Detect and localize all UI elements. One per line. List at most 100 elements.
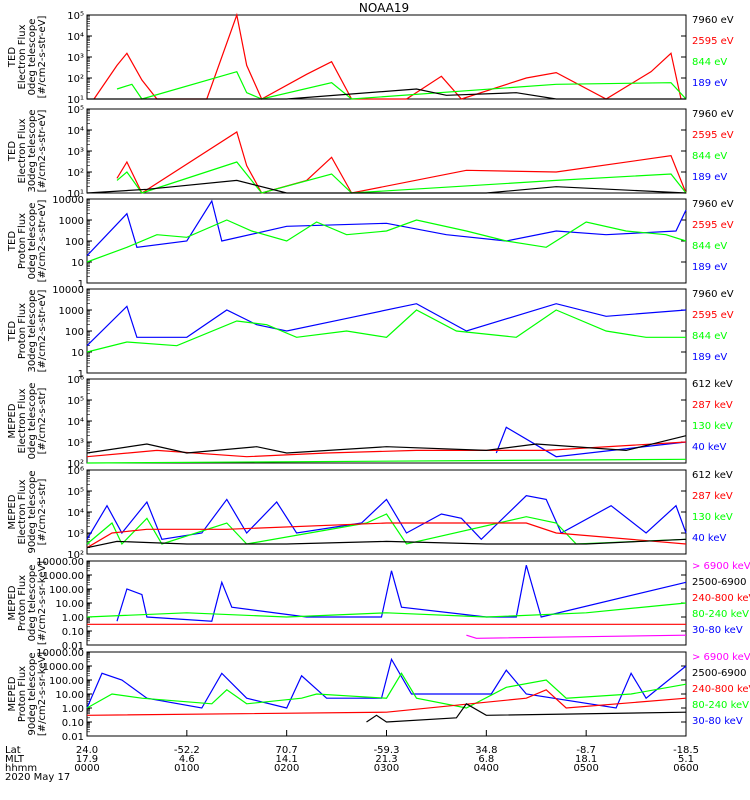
x-tick-label: -18.5	[673, 745, 699, 756]
y-axis-label-line: TED	[7, 321, 18, 342]
y-axis-label-line: Electron Flux	[17, 24, 28, 89]
x-tick-label: 0000	[74, 763, 99, 774]
y-tick-label: 1000.00	[43, 662, 84, 673]
legend-entry: 189 eV	[692, 352, 727, 363]
y-axis-label: MEPEDElectron Flux0deg telescope[#/cm2-s…	[7, 383, 48, 460]
y-axis-label-line: [#/cm2-s-str-eV]	[37, 290, 48, 373]
y-tick-label: 10³	[67, 147, 84, 158]
legend-entry: 189 eV	[692, 78, 727, 89]
y-tick-label: 10²	[67, 459, 84, 470]
y-tick-label: 10⁶	[67, 466, 84, 477]
y-axis-label-line: [#/cm2-s-str-eV]	[37, 16, 48, 99]
y-tick-label: 1000	[59, 306, 84, 317]
chart-panel-7: 0.010.101.0010.00100.001000.0010000.00ME…	[7, 557, 750, 652]
legend-entry: 189 eV	[692, 172, 727, 183]
y-axis-label: TEDProton Flux30deg telescope[#/cm2-s-st…	[7, 289, 48, 372]
legend-entry: 130 keV	[692, 512, 733, 523]
y-axis-label-line: 0deg telescope	[27, 565, 38, 642]
y-tick-label: 10⁵	[67, 105, 84, 116]
chart-panel-6: 10² 10³ 10⁴ 10⁵ 10⁶ MEPEDElectron Flux90deg t…	[7, 466, 733, 561]
legend-entry: 287 keV	[692, 400, 733, 411]
y-tick-label: 1	[78, 369, 84, 380]
y-axis-label-line: MEPED	[7, 676, 18, 711]
y-axis-label-line: 0deg telescope	[27, 383, 38, 460]
y-axis-label-line: 90deg telescope	[27, 470, 38, 553]
legend-entry: 844 eV	[692, 151, 727, 162]
y-tick-label: 10⁴	[67, 126, 84, 137]
date-label: 2020 May 17	[5, 772, 70, 783]
y-tick-label: 10000	[52, 195, 84, 206]
legend-entry: 130 keV	[692, 421, 733, 432]
y-axis-label-line: [#/cm2-s-sr-keV]	[37, 561, 48, 645]
chart-title: NOAA19	[359, 1, 409, 15]
y-axis-label-line: Electron Flux	[17, 388, 28, 453]
y-axis-label-line: [#/cm2-s-sr-keV]	[37, 652, 48, 736]
y-tick-label: 10000	[52, 285, 84, 296]
y-tick-label: 10	[71, 258, 84, 269]
y-tick-label: 1.00	[62, 613, 84, 624]
series-line-blue	[86, 199, 687, 257]
legend-entry: 612 keV	[692, 470, 733, 481]
y-tick-label: 1000	[59, 216, 84, 227]
series-line-red	[86, 689, 687, 716]
chart-panel-4: 1 10 100 1000 10000 TEDProton Flux30deg teles…	[7, 285, 734, 380]
legend-entry: 80-240 keV	[692, 609, 749, 620]
y-tick-label: 10⁵	[67, 487, 84, 498]
x-tick-label: 70.7	[276, 745, 298, 756]
series-line-green	[86, 672, 687, 709]
y-axis-label-line: MEPED	[7, 494, 18, 529]
y-tick-label: 100	[65, 237, 84, 248]
y-axis-label: MEPEDElectron Flux90deg telescope[#/cm2-…	[7, 470, 48, 553]
y-tick-label: 10⁴	[67, 417, 84, 428]
series-line-green	[86, 513, 687, 546]
y-tick-label: 10²	[67, 74, 84, 85]
series-line-blue	[116, 565, 687, 622]
y-tick-label: 10⁵	[67, 396, 84, 407]
y-tick-label: 10000.00	[36, 557, 84, 568]
y-tick-label: 0.10	[62, 627, 84, 638]
legend-entry: 30-80 keV	[692, 625, 743, 636]
y-axis-label-line: [#/cm2-s-str-eV]	[37, 200, 48, 283]
y-axis-label-line: Electron Flux	[17, 118, 28, 183]
y-tick-label: 10¹	[67, 189, 84, 200]
y-tick-label: 10⁵	[67, 11, 84, 22]
y-tick-label: 10³	[67, 529, 84, 540]
y-axis-label-line: TED	[7, 47, 18, 68]
y-axis-label: MEPEDProton Flux90deg telescope[#/cm2-s-…	[7, 652, 48, 736]
series-line-blue	[86, 495, 687, 541]
y-tick-label: 10⁴	[67, 32, 84, 43]
chart-panel-8: 0.010.101.0010.00100.001000.0010000.00ME…	[7, 648, 750, 743]
y-axis-label-line: Proton Flux	[17, 213, 28, 269]
x-tick-label: 21.3	[375, 754, 397, 765]
y-axis-label: TEDElectron Flux30deg telescope[#/cm2-s-…	[7, 109, 48, 192]
y-tick-label: 10²	[67, 550, 84, 561]
series-line-black	[87, 88, 686, 100]
legend-entry: 189 eV	[692, 262, 727, 273]
y-axis-label-line: Proton Flux	[17, 575, 28, 631]
legend-entry: 30-80 keV	[692, 716, 743, 727]
x-tick-label: 0300	[374, 763, 399, 774]
y-tick-label: 0.01	[62, 641, 84, 652]
series-line-green	[116, 161, 687, 194]
y-axis-label-line: [#/cm2-s-str]	[37, 387, 48, 454]
x-row-label: hhmm	[5, 763, 37, 774]
y-axis-label-line: MEPED	[7, 585, 18, 620]
legend-entry: 2500-6900	[692, 577, 747, 588]
y-axis-label-line: [#/cm2-s-str-eV]	[37, 110, 48, 193]
y-axis-label-line: Proton Flux	[17, 666, 28, 722]
y-axis-label-line: MEPED	[7, 403, 18, 438]
series-line-blue	[86, 303, 687, 347]
y-axis-label: MEPEDProton Flux0deg telescope[#/cm2-s-s…	[7, 561, 48, 645]
y-tick-label: 1.00	[62, 704, 84, 715]
y-axis-label: TEDElectron Flux0deg telescope[#/cm2-s-s…	[7, 16, 48, 99]
legend-entry: 844 eV	[692, 331, 727, 342]
x-tick-label: -52.2	[174, 745, 200, 756]
series-line-red	[86, 522, 687, 549]
series-line-black	[86, 435, 687, 454]
legend-entry: 7960 eV	[692, 109, 734, 120]
series-line-green	[86, 219, 687, 263]
series-line-green	[86, 602, 687, 618]
y-tick-label: 10⁴	[67, 508, 84, 519]
legend-entry: 2595 eV	[692, 220, 734, 231]
